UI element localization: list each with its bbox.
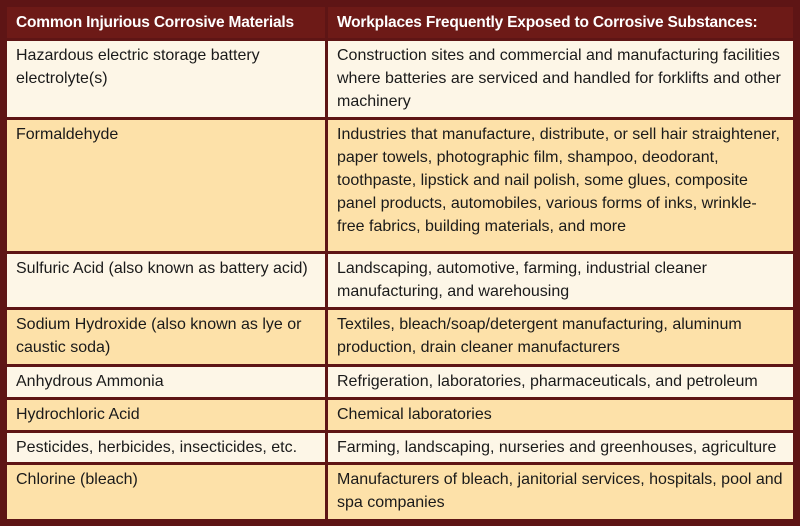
table-row: Pesticides, herbicides, insecticides, et… — [7, 432, 793, 463]
workplaces-cell: Farming, landscaping, nurseries and gree… — [328, 432, 793, 463]
material-cell: Chlorine (bleach) — [7, 465, 325, 519]
workplaces-cell: Textiles, bleach/soap/detergent manufact… — [328, 310, 793, 364]
column-header-materials: Common Injurious Corrosive Materials — [7, 7, 325, 38]
workplaces-cell: Chemical laboratories — [328, 399, 793, 430]
material-cell: Sulfuric Acid (also known as battery aci… — [7, 253, 325, 308]
material-cell: Hazardous electric storage battery elect… — [7, 41, 325, 118]
material-cell: Formaldehyde — [7, 120, 325, 251]
table-row: Chlorine (bleach) Manufacturers of bleac… — [7, 465, 793, 519]
table-row: Hazardous electric storage battery elect… — [7, 41, 793, 118]
material-cell: Pesticides, herbicides, insecticides, et… — [7, 432, 325, 463]
workplaces-cell: Landscaping, automotive, farming, indust… — [328, 253, 793, 308]
table-row: Anhydrous Ammonia Refrigeration, laborat… — [7, 366, 793, 397]
table-row: Sulfuric Acid (also known as battery aci… — [7, 253, 793, 308]
workplaces-cell: Refrigeration, laboratories, pharmaceuti… — [328, 366, 793, 397]
workplaces-cell: Manufacturers of bleach, janitorial serv… — [328, 465, 793, 519]
table-row: Sodium Hydroxide (also known as lye or c… — [7, 310, 793, 364]
column-header-workplaces: Workplaces Frequently Exposed to Corrosi… — [328, 7, 793, 38]
table-row: Hydrochloric Acid Chemical laboratories — [7, 399, 793, 430]
material-cell: Sodium Hydroxide (also known as lye or c… — [7, 310, 325, 364]
workplaces-cell: Construction sites and commercial and ma… — [328, 41, 793, 118]
table-row: Formaldehyde Industries that manufacture… — [7, 120, 793, 251]
corrosive-materials-table: Common Injurious Corrosive Materials Wor… — [4, 4, 796, 522]
material-cell: Anhydrous Ammonia — [7, 366, 325, 397]
material-cell: Hydrochloric Acid — [7, 399, 325, 430]
workplaces-cell: Industries that manufacture, distribute,… — [328, 120, 793, 251]
header-row: Common Injurious Corrosive Materials Wor… — [7, 7, 793, 38]
